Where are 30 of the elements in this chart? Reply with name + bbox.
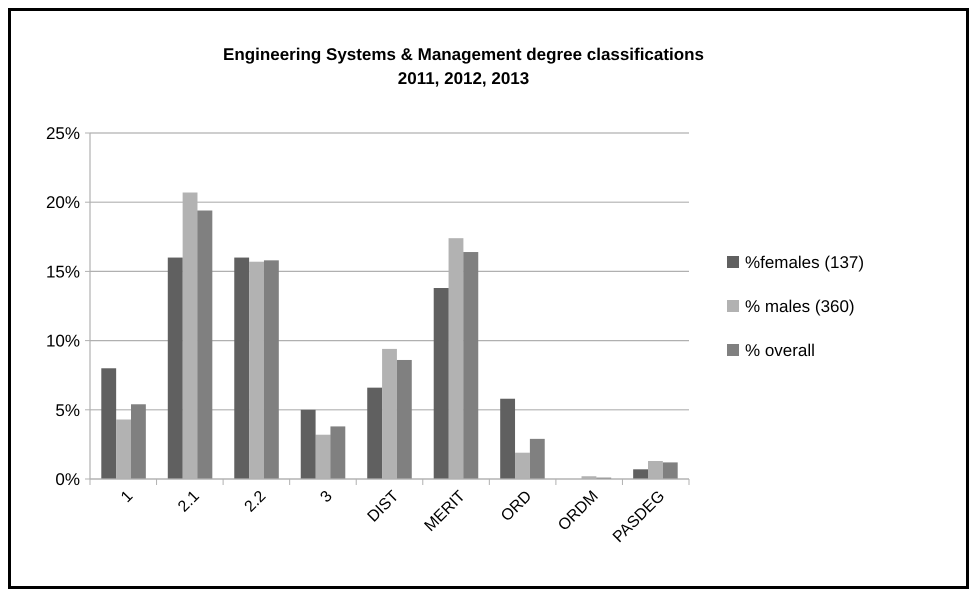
bar [264,260,279,479]
bar [530,438,545,479]
bar [662,462,678,479]
y-tick-label: 20% [46,193,80,212]
bar [234,258,250,479]
bar [396,360,412,479]
chart-title: Engineering Systems & Management degree classifications 2011, 2012, 2013 [223,45,704,88]
bar [101,368,116,479]
bar [197,210,212,479]
x-tick-label: 2.2 [242,488,270,516]
x-tick-label: 3 [317,488,336,506]
y-tick-label: 10% [46,332,80,351]
bar [300,410,316,479]
x-tick-label: 2.1 [175,488,203,516]
legend-label: % males (360) [745,296,855,316]
bar [434,288,449,479]
bar [367,388,382,479]
y-tick-label: 0% [55,470,80,489]
y-tick-label: 25% [46,124,80,143]
bar [330,426,346,479]
bar [168,258,183,479]
y-tick-label: 15% [46,262,80,282]
legend-label: %females (137) [745,252,864,272]
bar [130,404,146,479]
bar [500,398,516,479]
bar [463,252,478,479]
x-tick-label: 1 [118,488,136,506]
bar [633,469,648,479]
y-tick-label: 5% [55,400,80,420]
legend-label: % overall [745,340,815,360]
